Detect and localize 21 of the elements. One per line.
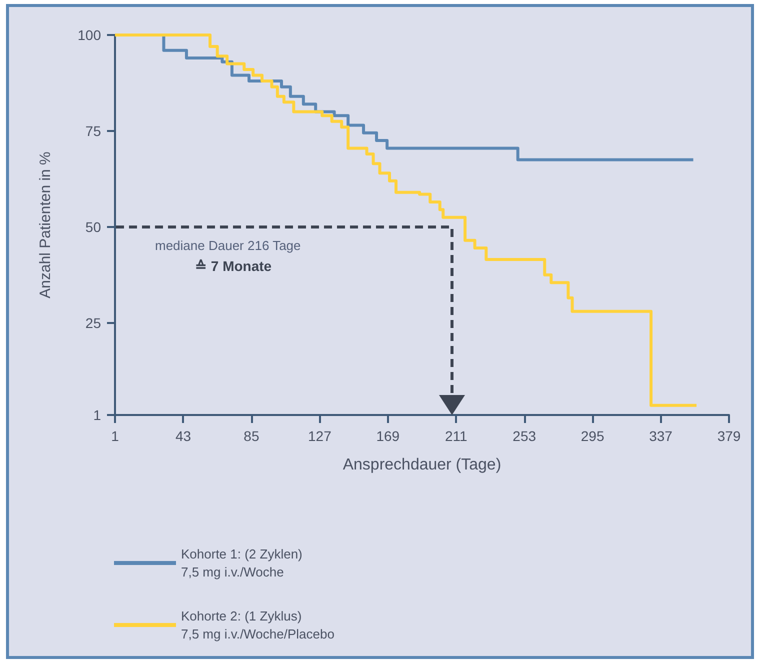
legend-label: Kohorte 1: (2 Zyklen) 7,5 mg i.v./Woche	[181, 546, 302, 580]
y-tick-label: 1	[93, 407, 102, 423]
x-tick-label: 43	[175, 428, 192, 444]
y-axis-title: Anzahl Patienten in %	[37, 152, 54, 298]
x-tick-label: 295	[580, 428, 604, 444]
annotation: mediane Dauer 216 Tage	[155, 238, 301, 253]
x-tick-label: 211	[444, 428, 468, 444]
x-tick-label: 1	[111, 428, 120, 444]
x-tick-label: 85	[244, 428, 260, 444]
y-tick-label: 75	[85, 122, 102, 139]
legend-label: Kohorte 2: (1 Zyklus) 7,5 mg i.v./Woche/Placebo	[181, 608, 334, 642]
x-tick-label: 337	[649, 428, 673, 444]
annotation: ≙ 7 Monate	[195, 258, 272, 274]
y-tick-label: 100	[78, 27, 102, 43]
y-tick-label: 50	[85, 218, 102, 235]
x-tick-label: 169	[376, 428, 400, 444]
y-tick-label: 25	[85, 314, 102, 331]
x-tick-label: 379	[717, 428, 741, 444]
x-tick-label: 253	[512, 428, 536, 444]
x-axis-title: Ansprechdauer (Tage)	[342, 456, 502, 474]
x-tick-label: 127	[308, 428, 332, 444]
